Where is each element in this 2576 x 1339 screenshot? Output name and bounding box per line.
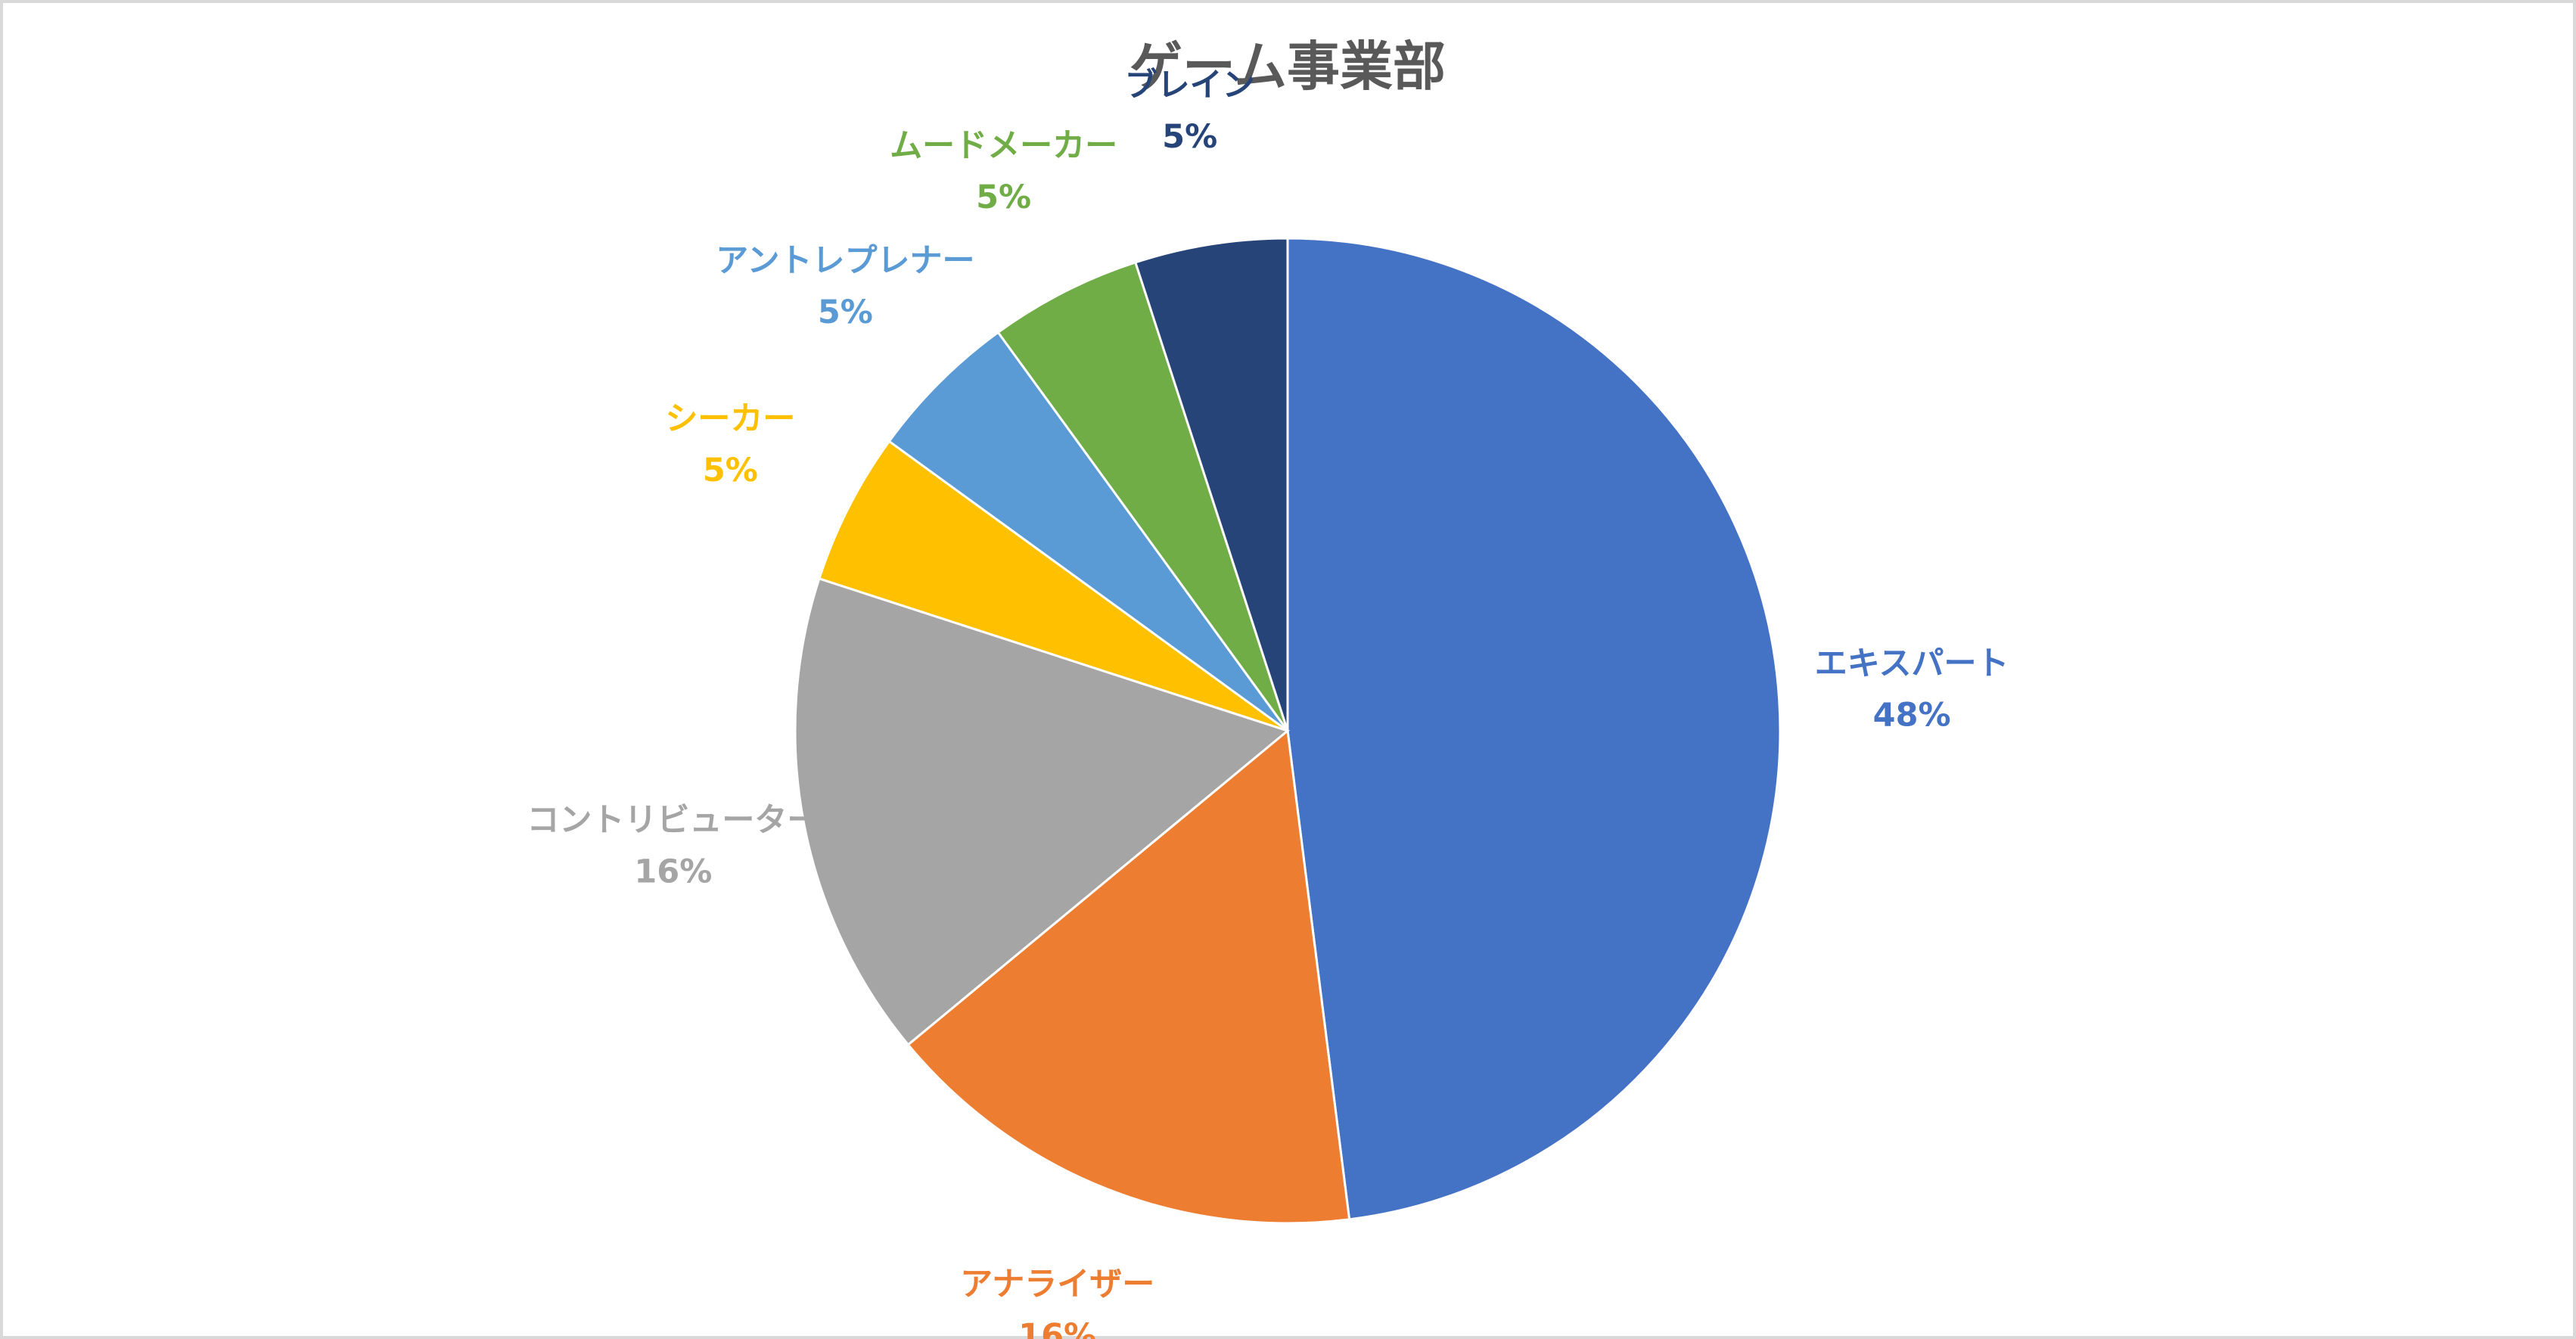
value-label: 5% [976, 179, 1031, 216]
slice-label: アナライザー [960, 1266, 1154, 1303]
value-label: 5% [818, 294, 873, 331]
pie-slice [817, 440, 1288, 732]
value-label: 48% [1873, 697, 1951, 735]
slice-label: シーカー [665, 400, 795, 438]
slice-label: アントレプレナー [716, 242, 974, 280]
slice-label: エキスパート [1815, 645, 2009, 683]
slice-label: ブレイン [1125, 67, 1255, 104]
slice-label: ムードメーカー [890, 127, 1117, 165]
value-label: 5% [703, 452, 758, 489]
pie-slice [794, 576, 1291, 1047]
pie-slice [1286, 237, 1782, 1221]
pie-slice [906, 729, 1351, 1225]
pie-slice [887, 331, 1289, 732]
value-label: 5% [1162, 118, 1217, 156]
pie-slice [1133, 237, 1289, 732]
pie-slice [996, 260, 1289, 732]
chart-title: ゲーム事業部 [1130, 36, 1446, 98]
value-label: 16% [1018, 1317, 1096, 1339]
value-label: 16% [634, 853, 712, 890]
slice-label: コントリビューター [527, 801, 819, 839]
